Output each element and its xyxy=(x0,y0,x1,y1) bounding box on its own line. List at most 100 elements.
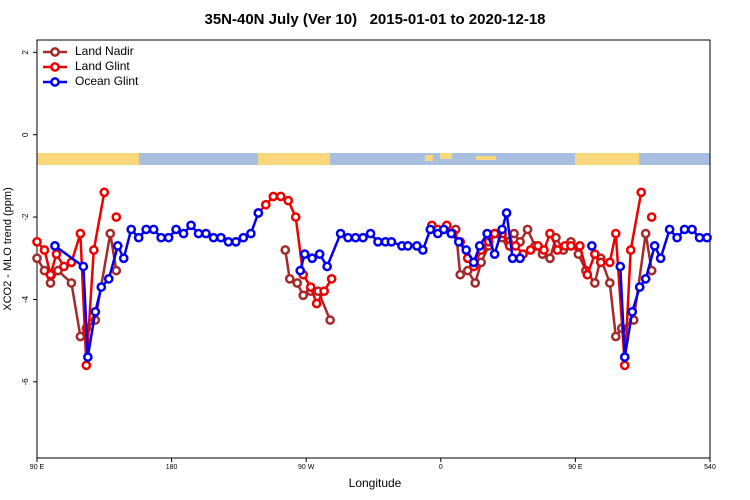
point xyxy=(625,245,636,255)
point xyxy=(510,241,521,251)
point xyxy=(615,261,626,272)
point xyxy=(476,257,487,268)
point xyxy=(634,282,645,292)
point xyxy=(133,232,144,243)
point xyxy=(186,220,196,231)
point xyxy=(311,298,322,309)
point xyxy=(335,228,346,239)
point xyxy=(326,274,337,284)
point xyxy=(298,290,309,301)
x-tick-label: 90 E xyxy=(568,464,583,471)
point xyxy=(545,228,555,239)
point xyxy=(201,228,211,239)
chart-title: 35N-40N July (Ver 10) 2015-01-01 to 2020… xyxy=(204,11,545,28)
legend-marker xyxy=(50,62,60,72)
point xyxy=(587,241,597,251)
point xyxy=(350,232,361,243)
point xyxy=(640,228,651,239)
point xyxy=(163,232,174,243)
point xyxy=(314,249,325,259)
point xyxy=(619,360,630,371)
point xyxy=(32,253,42,264)
point xyxy=(566,241,576,251)
point xyxy=(253,208,264,218)
point xyxy=(45,269,56,280)
x-tick-label: 180 xyxy=(166,464,178,471)
point xyxy=(88,245,99,255)
point xyxy=(156,232,166,243)
point xyxy=(509,228,519,239)
point xyxy=(573,249,584,259)
point xyxy=(75,331,86,342)
point xyxy=(365,228,376,239)
point xyxy=(82,352,93,362)
x-tick-label: 90 E xyxy=(30,464,45,471)
point xyxy=(438,224,449,235)
series-line xyxy=(37,192,652,365)
point xyxy=(280,245,291,255)
y-tick-label: -6 xyxy=(21,378,30,386)
y-tick-label: -2 xyxy=(21,213,30,221)
point xyxy=(545,253,555,264)
point xyxy=(105,228,116,239)
point xyxy=(260,199,271,210)
y-tick-label: -4 xyxy=(21,295,30,303)
point xyxy=(418,245,428,255)
point xyxy=(403,241,413,251)
point xyxy=(539,245,549,255)
point xyxy=(461,245,472,255)
point xyxy=(694,232,705,243)
point xyxy=(470,278,481,288)
point xyxy=(343,232,353,243)
point xyxy=(118,253,129,264)
point xyxy=(45,278,56,288)
point xyxy=(307,253,318,264)
point xyxy=(627,306,638,317)
point xyxy=(319,286,329,297)
point xyxy=(679,224,690,235)
point xyxy=(687,224,697,235)
point xyxy=(515,253,525,264)
point xyxy=(322,261,332,272)
point xyxy=(50,241,60,251)
point xyxy=(425,224,436,235)
point xyxy=(51,249,62,259)
point xyxy=(664,224,675,235)
legend-marker xyxy=(50,77,60,87)
point xyxy=(283,195,294,206)
point xyxy=(582,269,593,280)
point xyxy=(636,187,647,198)
point xyxy=(305,282,316,292)
point xyxy=(552,245,563,255)
point xyxy=(482,228,493,239)
point xyxy=(501,208,512,218)
point xyxy=(292,278,303,288)
point xyxy=(112,241,123,251)
point xyxy=(32,236,42,247)
x-tick-label: 90 W xyxy=(298,464,315,471)
point xyxy=(111,212,122,222)
point xyxy=(702,232,712,243)
point xyxy=(141,224,152,235)
point xyxy=(208,232,219,243)
point xyxy=(290,212,301,222)
point xyxy=(446,228,457,239)
legend-label: Land Glint xyxy=(75,59,130,73)
point xyxy=(284,274,295,284)
point xyxy=(325,315,335,325)
point xyxy=(610,228,621,239)
x-tick-label: 0 xyxy=(439,464,443,471)
point xyxy=(275,191,286,202)
point xyxy=(589,249,600,259)
point xyxy=(246,228,256,239)
point xyxy=(39,245,50,255)
legend-marker xyxy=(50,47,60,57)
point xyxy=(489,249,500,259)
point xyxy=(90,306,101,317)
point xyxy=(468,257,479,268)
point xyxy=(223,236,234,247)
point xyxy=(497,224,507,235)
point xyxy=(268,191,279,202)
point xyxy=(640,274,651,284)
